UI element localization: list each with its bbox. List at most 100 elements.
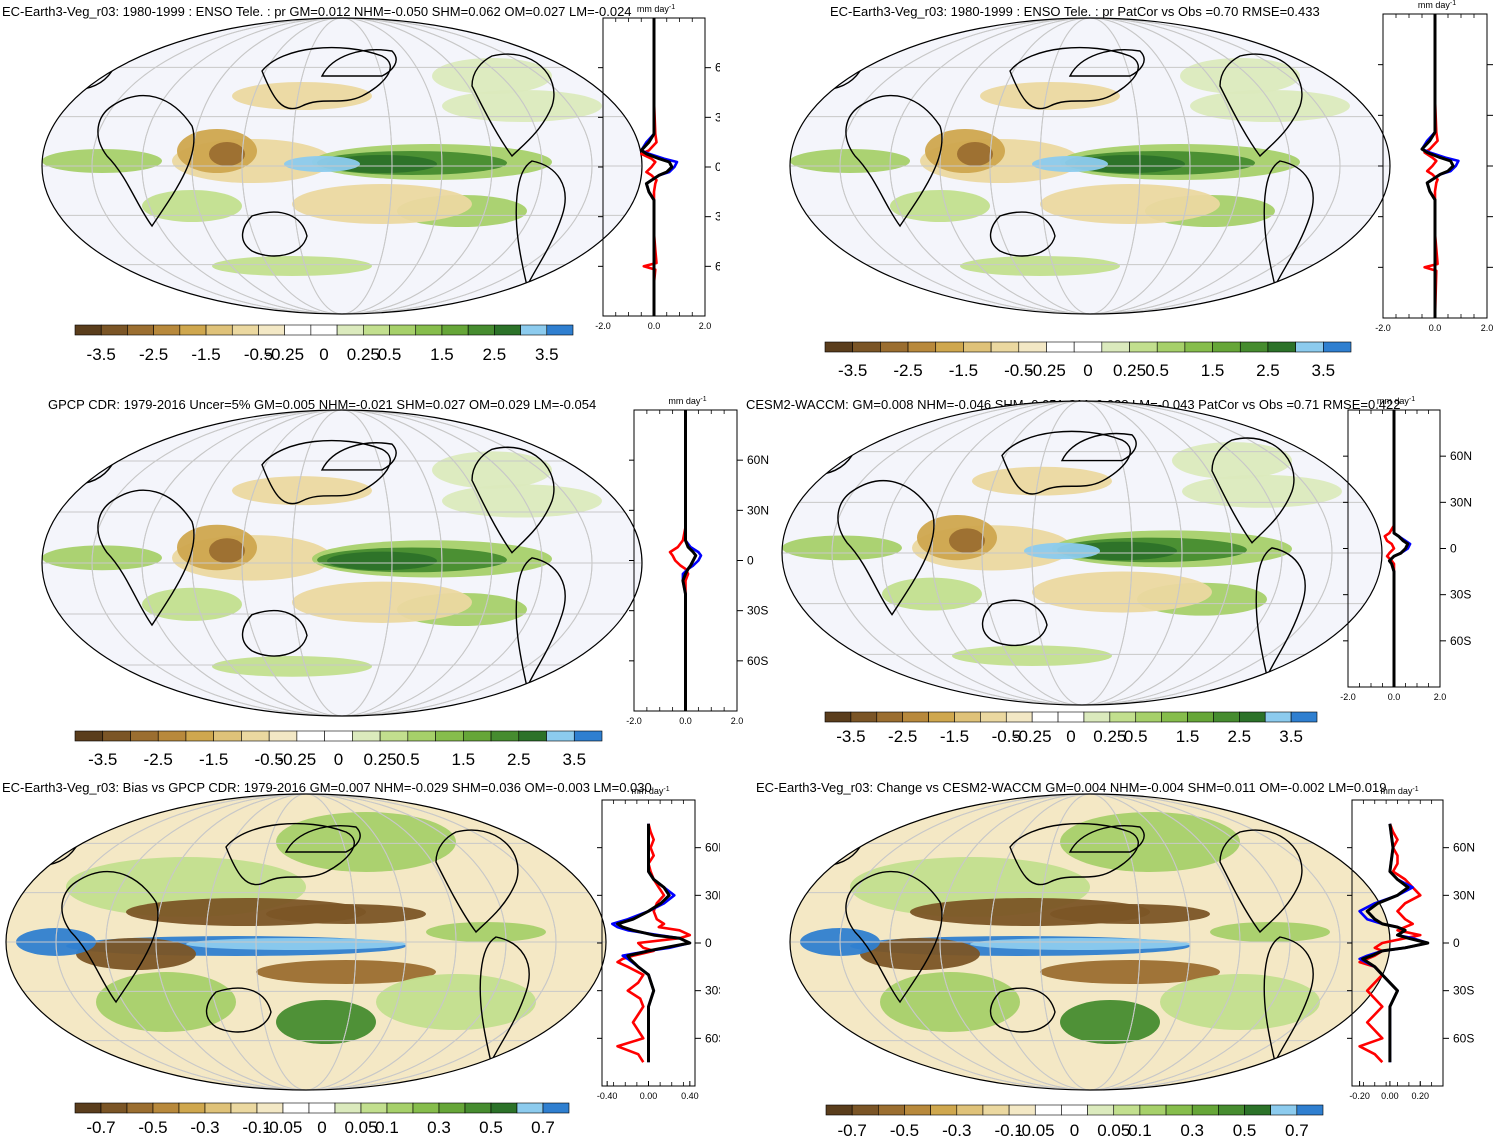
graticule-meridian	[889, 794, 1291, 1090]
colorbar-label: 0	[1070, 1121, 1079, 1137]
colorbar-label: 2.5	[1227, 727, 1251, 746]
colorbar-label: -2.5	[144, 750, 173, 769]
colorbar-swatch	[542, 1102, 570, 1114]
continent-outline	[97, 489, 195, 627]
field-patch	[276, 812, 456, 872]
graticule-meridian	[191, 410, 493, 716]
colorbar-swatch	[1165, 1104, 1193, 1116]
colorbar-swatch	[1244, 1104, 1271, 1116]
colorbar-label: 2.5	[1256, 361, 1280, 380]
zonal-lat-label: 30N	[1450, 495, 1472, 509]
colorbar-label: -3.5	[88, 750, 117, 769]
colorbar-swatch	[336, 324, 364, 336]
zonal-lat-label: 60N	[1450, 449, 1472, 463]
colorbar-label: 0.1	[375, 1118, 399, 1137]
continent-outline	[845, 870, 943, 1004]
continent-outline	[1068, 49, 1145, 77]
colorbar-label: -0.1	[242, 1118, 271, 1137]
graticule-meridian	[91, 18, 593, 314]
colorbar-label: -0.3	[190, 1118, 219, 1137]
map-border	[41, 409, 643, 717]
colorbar-label: -1.5	[949, 361, 978, 380]
graticule-meridian	[141, 18, 543, 314]
continent-outline	[471, 446, 555, 554]
graticule-meridian	[831, 401, 1333, 705]
panel-4-figure: -3.5 -2.5 -1.5 -0.5-0.25 0 0.250.5 1.5 2.5 3.5 mm…	[781, 396, 1472, 746]
colorbar-swatch	[100, 1102, 128, 1114]
colorbar-label: 0.7	[531, 1118, 555, 1137]
colorbar-swatch	[1129, 341, 1158, 353]
zonal-series-black	[616, 823, 692, 1063]
colorbar-swatch	[102, 730, 131, 742]
field-patch	[1075, 155, 1185, 173]
colorbar-label: 0.3	[427, 1118, 451, 1137]
zonal-lat-label: 60S	[1450, 634, 1471, 648]
colorbar-label: -0.5	[138, 1118, 167, 1137]
map-border	[5, 793, 607, 1091]
field-patch	[790, 149, 910, 173]
colorbar-swatch	[204, 1102, 232, 1114]
colorbar-swatch	[824, 341, 853, 353]
zonal-lat-label: 60N	[705, 841, 720, 855]
field-patch	[960, 256, 1120, 276]
zonal-lat-label: 30S	[705, 984, 720, 998]
colorbar-label: 0.25	[364, 750, 397, 769]
colorbar-swatch	[1135, 711, 1162, 723]
colorbar-swatch	[438, 1102, 466, 1114]
field-patch	[1040, 184, 1220, 224]
colorbar-swatch	[850, 711, 878, 723]
colorbar-label: -3.5	[87, 345, 116, 364]
continent-outline	[1219, 829, 1303, 934]
colorbar-swatch	[1046, 341, 1075, 353]
colorbar-label: 0.5	[1145, 361, 1169, 380]
continent-outline	[225, 822, 355, 886]
graticule-meridian	[931, 401, 1233, 705]
zonal-x-tick-label: -2.0	[595, 321, 611, 331]
panel-title: EC-Earth3-Veg_r03: Bias vs GPCP CDR: 197…	[2, 780, 652, 795]
colorbar-label: -0.7	[86, 1118, 115, 1137]
colorbar-swatch	[1239, 711, 1266, 723]
zonal-x-tick-label: -2.0	[1375, 323, 1391, 333]
zonal-lat-label: 30N	[747, 503, 769, 517]
zonal-series-red	[1358, 823, 1422, 1064]
colorbar-swatch	[1005, 711, 1033, 723]
graticule-meridian	[191, 18, 493, 314]
colorbar-swatch	[352, 730, 381, 742]
graticule-meridian	[91, 410, 593, 716]
colorbar-label: 0.5	[378, 345, 402, 364]
colorbar-swatch	[379, 730, 409, 742]
panel-title: EC-Earth3-Veg_r03: Change vs CESM2-WACCM…	[756, 780, 1387, 795]
continent-outline	[471, 53, 555, 158]
colorbar-swatch	[1034, 1104, 1062, 1116]
colorbar-swatch	[407, 730, 436, 742]
field-patch	[1024, 542, 1100, 560]
zonal-x-tick-label: -2.0	[1340, 692, 1356, 702]
colorbar-swatch	[363, 324, 390, 336]
colorbar-label: 3.5	[1279, 727, 1303, 746]
zonal-lat-label: 0	[1453, 936, 1460, 950]
zonal-mean-plot: mm day-1 -2.0 0.0 2.0 60N 30N 0 30S 60S	[1340, 396, 1472, 702]
map	[5, 793, 607, 1091]
field-patch	[209, 538, 245, 563]
continent-outline	[989, 211, 1056, 257]
colorbar-label: 0.25	[1113, 361, 1146, 380]
colorbar: -3.5 -2.5 -1.5 -0.5-0.25 0 0.250.5 1.5 2.5 3.5	[824, 711, 1318, 746]
colorbar-swatch	[904, 1104, 931, 1116]
colorbar-swatch	[389, 324, 417, 336]
colorbar-swatch	[494, 324, 521, 336]
colorbar-swatch	[386, 1102, 414, 1114]
field-patch	[980, 82, 1120, 110]
colorbar-label: -2.5	[888, 727, 917, 746]
colorbar-label: 0.05	[344, 1118, 377, 1137]
colorbar-swatch	[157, 730, 187, 742]
field-patch	[972, 466, 1112, 496]
graticule-meridian	[155, 794, 457, 1090]
colorbar-swatch	[130, 730, 159, 742]
colorbar-swatch	[1113, 1104, 1141, 1116]
colorbar-swatch	[441, 324, 469, 336]
panel-title: GPCP CDR: 1979-2016 Uncer=5% GM=0.005 NH…	[48, 397, 597, 412]
field-patch	[952, 645, 1112, 666]
colorbar-label: -1.5	[191, 345, 220, 364]
zonal-mean-plot: mm day-1 -2.0 0.0 2.0 60N 30N 0 30S 60S	[626, 396, 769, 726]
field-patch	[284, 156, 360, 172]
